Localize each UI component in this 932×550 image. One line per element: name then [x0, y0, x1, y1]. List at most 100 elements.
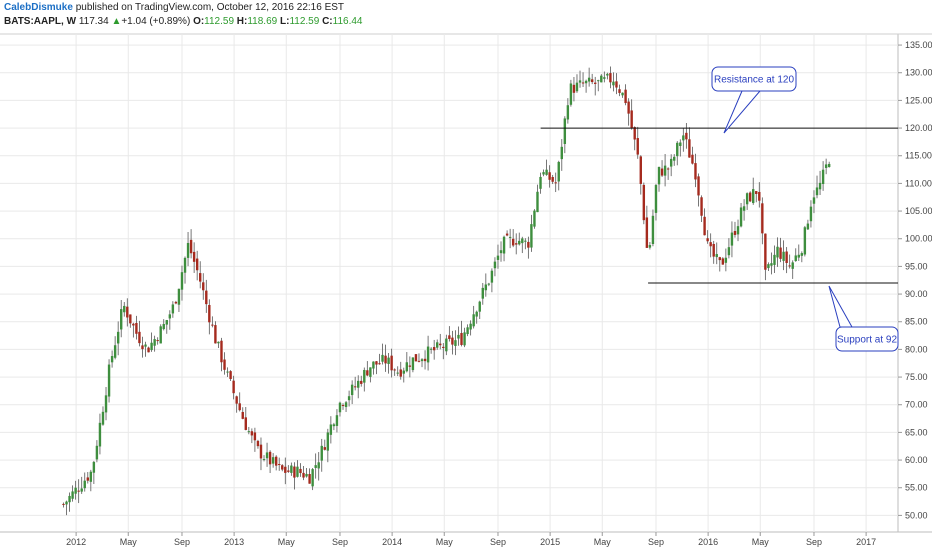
- candle-body: [569, 83, 573, 105]
- candle-body: [177, 288, 181, 305]
- x-tick-label: May: [120, 537, 138, 547]
- high-label: H:: [236, 16, 248, 27]
- candle-body: [575, 82, 579, 92]
- candle-body: [557, 161, 560, 182]
- candle-body: [302, 472, 305, 478]
- x-tick-label: 2015: [540, 537, 560, 547]
- candle-body: [451, 337, 454, 345]
- candle-body: [496, 255, 500, 260]
- candle-body: [132, 323, 135, 326]
- candle-body: [384, 355, 387, 364]
- candle-body: [499, 250, 503, 254]
- x-tick-label: 2013: [224, 537, 244, 547]
- candle-body: [363, 369, 366, 383]
- candle-body: [281, 465, 284, 470]
- candle-body: [411, 357, 415, 371]
- candle-body: [524, 240, 527, 242]
- resistance-callout-box[interactable]: [711, 66, 797, 92]
- support-callout-pointer: [828, 285, 853, 328]
- candle-body: [357, 380, 360, 388]
- publish-header: CalebDismuke published on TradingView.co…: [4, 2, 344, 13]
- candle-body: [566, 105, 570, 120]
- candle-body: [98, 422, 102, 447]
- candle-body: [274, 456, 278, 466]
- x-tick-label: Sep: [332, 537, 348, 547]
- candle-body: [463, 332, 466, 346]
- candle-body: [326, 432, 330, 451]
- y-tick-label: 70.00: [905, 400, 928, 410]
- candle-body: [521, 238, 524, 244]
- candle-body: [791, 262, 794, 269]
- candle-body: [697, 176, 700, 196]
- candle-body: [803, 227, 807, 255]
- y-tick-label: 65.00: [905, 427, 928, 437]
- candle-body: [776, 246, 779, 258]
- candle-body: [752, 189, 755, 204]
- candle-body: [624, 89, 627, 104]
- candle-body: [150, 342, 153, 351]
- candle-body: [247, 431, 251, 433]
- candle-body: [402, 370, 405, 374]
- candle-body: [818, 182, 822, 190]
- candle-body: [651, 215, 655, 245]
- candle-body: [539, 176, 542, 189]
- candle-body: [502, 236, 506, 254]
- candle-body: [123, 305, 126, 313]
- candle-body: [587, 77, 591, 82]
- candle-body: [724, 257, 728, 263]
- candle-body: [71, 491, 74, 499]
- publish-info: published on TradingView.com, October 12…: [75, 2, 345, 13]
- candle-body: [323, 447, 326, 450]
- y-tick-label: 110.00: [905, 178, 932, 188]
- candle-body: [487, 283, 491, 285]
- candle-body: [824, 164, 828, 168]
- candle-body: [344, 402, 348, 408]
- candle-body: [414, 354, 418, 362]
- high-value: 118.69: [247, 16, 278, 27]
- candle-body: [773, 254, 776, 265]
- candle-body: [800, 253, 804, 256]
- candle-body: [621, 92, 624, 96]
- candle-body: [794, 255, 797, 262]
- candle-body: [74, 487, 77, 494]
- candle-body: [727, 247, 731, 256]
- candle-body: [767, 264, 770, 269]
- y-axis-background: [898, 34, 932, 532]
- candle-body: [545, 169, 548, 175]
- author-name[interactable]: CalebDismuke: [4, 2, 73, 13]
- candle-body: [180, 272, 184, 290]
- candle-body: [408, 365, 412, 367]
- candle-body: [423, 358, 427, 362]
- candle-body: [220, 340, 223, 363]
- candle-body: [381, 354, 384, 362]
- candle-body: [189, 239, 193, 254]
- candle-body: [508, 236, 512, 238]
- candle-body: [609, 73, 612, 83]
- candle-body: [241, 411, 244, 419]
- candle-body: [685, 132, 688, 140]
- candle-body: [578, 80, 582, 83]
- candle-body: [590, 79, 594, 83]
- candle-body: [378, 363, 381, 365]
- candle-body: [669, 158, 673, 167]
- candle-body: [268, 451, 272, 465]
- candle-body: [478, 301, 481, 312]
- candle-body: [305, 473, 308, 477]
- candle-body: [779, 247, 782, 259]
- candle-body: [205, 290, 208, 305]
- candle-body: [287, 470, 290, 472]
- candle-body: [454, 340, 457, 346]
- candle-body: [615, 81, 618, 88]
- y-tick-label: 85.00: [905, 317, 928, 327]
- x-tick-label: Sep: [648, 537, 664, 547]
- y-tick-label: 80.00: [905, 344, 928, 354]
- price-change: +1.04 (+0.89%): [121, 16, 191, 27]
- candle-body: [673, 156, 676, 161]
- candle-body: [606, 73, 609, 76]
- candle-body: [676, 142, 679, 157]
- support-callout-box[interactable]: [835, 326, 899, 352]
- candle-body: [399, 369, 402, 377]
- x-tick-label: 2017: [856, 537, 876, 547]
- candle-body: [314, 465, 317, 468]
